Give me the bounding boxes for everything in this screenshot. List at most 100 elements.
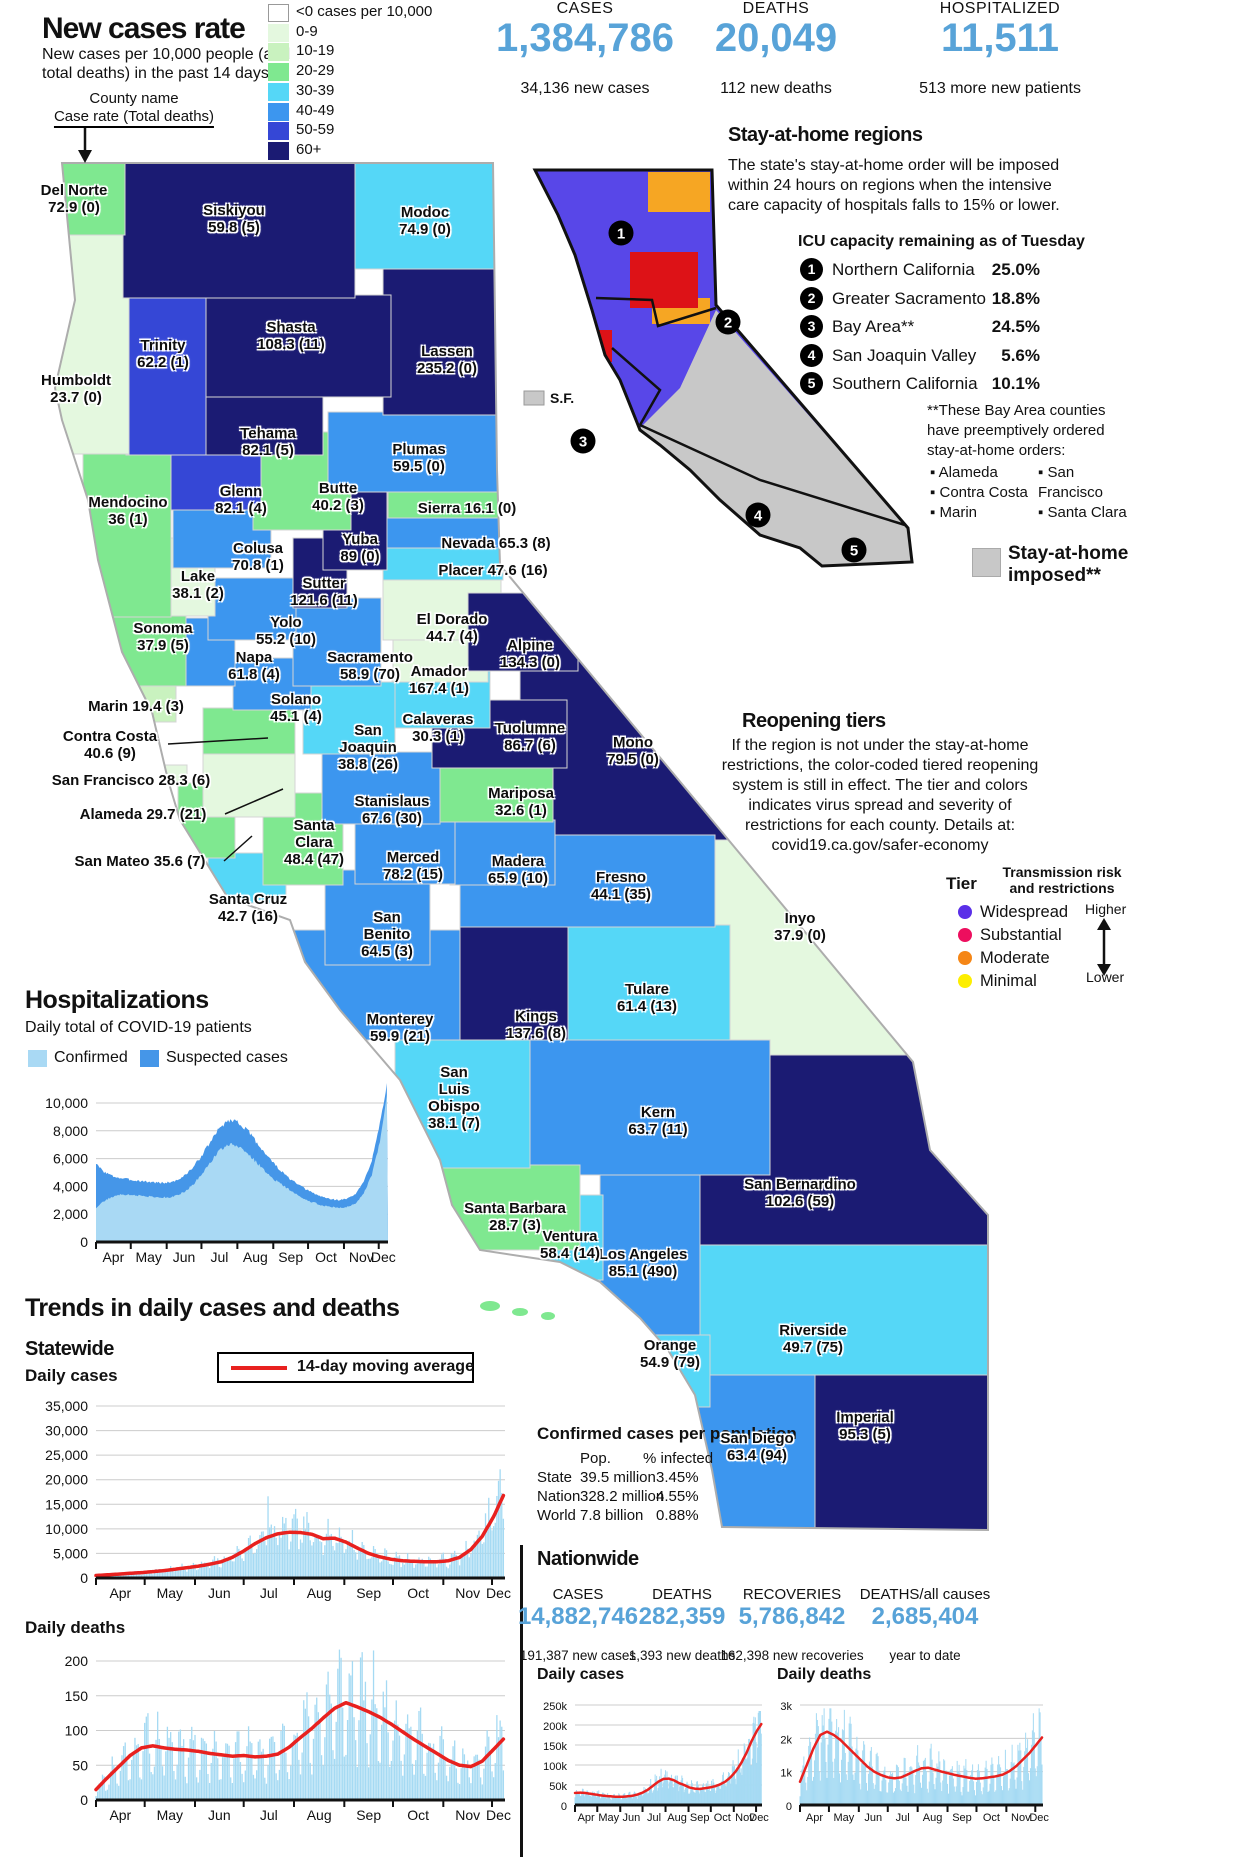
daily-bar bbox=[320, 1542, 323, 1578]
daily-bar bbox=[581, 1788, 583, 1805]
daily-bar bbox=[364, 1552, 367, 1578]
daily-bar bbox=[126, 1757, 128, 1800]
tier-dot bbox=[958, 905, 972, 919]
daily-bar bbox=[363, 1545, 365, 1578]
x-tick-label: Jul bbox=[260, 1585, 278, 1601]
daily-bar bbox=[732, 1760, 734, 1805]
daily-bar bbox=[1035, 1776, 1037, 1805]
daily-bar bbox=[455, 1768, 457, 1800]
daily-bar bbox=[480, 1540, 482, 1578]
reopening-title: Reopening tiers bbox=[742, 710, 886, 732]
daily-bar bbox=[733, 1766, 735, 1805]
daily-bar bbox=[329, 1694, 331, 1800]
y-tick-label: 4,000 bbox=[53, 1178, 88, 1194]
daily-bar bbox=[467, 1548, 469, 1578]
daily-bar bbox=[929, 1748, 931, 1805]
county-label: Monterey 59.9 (21) bbox=[367, 1011, 434, 1045]
annot-case-rate: Case rate (Total deaths) bbox=[53, 108, 215, 128]
daily-bar bbox=[679, 1784, 681, 1805]
daily-bar bbox=[627, 1797, 629, 1805]
daily-bar bbox=[205, 1743, 208, 1800]
daily-bar bbox=[98, 1783, 100, 1800]
daily-bar bbox=[901, 1783, 903, 1805]
county-name-line: Imperial bbox=[836, 1409, 894, 1426]
daily-bar bbox=[947, 1783, 949, 1805]
daily-bar bbox=[316, 1697, 318, 1800]
daily-bar bbox=[366, 1559, 368, 1578]
daily-bar bbox=[337, 1668, 339, 1800]
daily-bar bbox=[460, 1557, 462, 1578]
daily-bar bbox=[803, 1756, 805, 1805]
daily-bar bbox=[496, 1495, 498, 1578]
county-label: San Diego 63.4 (94) bbox=[720, 1430, 793, 1464]
daily-bar bbox=[905, 1777, 907, 1805]
daily-bar bbox=[195, 1570, 198, 1578]
pop-row-pop: 7.8 billion bbox=[580, 1507, 644, 1524]
county-name-line: Kern bbox=[640, 1104, 676, 1121]
county-value-line: 23.7 (0) bbox=[50, 389, 102, 406]
daily-bar bbox=[725, 1785, 727, 1805]
daily-bar bbox=[819, 1780, 821, 1805]
daily-bar bbox=[142, 1751, 144, 1800]
daily-bar bbox=[290, 1765, 292, 1800]
daily-bar bbox=[614, 1796, 616, 1805]
daily-bar bbox=[147, 1713, 149, 1800]
daily-bar bbox=[1028, 1773, 1030, 1805]
county-label: Modoc 74.9 (0) bbox=[399, 204, 451, 238]
daily-bar bbox=[387, 1732, 389, 1800]
daily-bar bbox=[842, 1730, 844, 1805]
daily-bar bbox=[671, 1780, 673, 1805]
daily-bar bbox=[728, 1773, 730, 1805]
daily-bar bbox=[814, 1733, 816, 1805]
daily-bar bbox=[692, 1790, 694, 1805]
daily-bar bbox=[973, 1781, 975, 1805]
daily-bar bbox=[215, 1741, 217, 1800]
county-label: Sacramento 58.9 (70) bbox=[327, 649, 413, 683]
daily-bar bbox=[943, 1759, 945, 1805]
daily-bar bbox=[109, 1771, 112, 1800]
daily-bar bbox=[491, 1530, 493, 1578]
daily-bar bbox=[486, 1730, 488, 1800]
county-label: Solano 45.1 (4) bbox=[270, 691, 322, 725]
daily-bar bbox=[376, 1552, 378, 1578]
x-tick-label: Jun bbox=[208, 1807, 231, 1823]
daily-bar bbox=[647, 1793, 649, 1805]
daily-bar bbox=[813, 1760, 815, 1805]
nw-daily-cases-label: Daily cases bbox=[537, 1666, 625, 1683]
daily-bar bbox=[413, 1774, 415, 1800]
county-label: Kings 137.6 (8) bbox=[506, 1008, 566, 1042]
daily-bar bbox=[742, 1761, 744, 1805]
county-name-line: Tulare bbox=[625, 981, 669, 998]
daily-bar bbox=[628, 1791, 630, 1805]
x-tick-label: Dec bbox=[1029, 1812, 1049, 1824]
county-name-line: San Mateo 35.6 (7) bbox=[74, 853, 206, 870]
county-label: Santa Cruz 42.7 (16) bbox=[209, 891, 287, 925]
x-tick-label: Nov bbox=[1011, 1812, 1031, 1824]
daily-bar bbox=[949, 1769, 951, 1805]
daily-bar bbox=[938, 1751, 940, 1805]
county-name-line: Clara bbox=[295, 834, 333, 851]
sah-footnote-line: have preemptively ordered bbox=[927, 422, 1105, 439]
daily-bar bbox=[428, 1742, 430, 1800]
daily-bar bbox=[826, 1777, 828, 1805]
pop-row-pop: 39.5 million bbox=[580, 1469, 656, 1486]
daily-bar bbox=[173, 1770, 175, 1800]
daily-bar bbox=[312, 1738, 315, 1800]
icu-region-name: San Joaquin Valley bbox=[832, 345, 977, 365]
daily-bar bbox=[799, 1796, 801, 1805]
daily-bar bbox=[575, 1794, 577, 1805]
daily-bar bbox=[806, 1790, 808, 1805]
daily-bar bbox=[1016, 1777, 1018, 1805]
daily-bar bbox=[118, 1785, 120, 1800]
daily-bar bbox=[208, 1782, 211, 1800]
daily-bar bbox=[877, 1756, 879, 1805]
daily-bar bbox=[644, 1788, 646, 1805]
daily-bar bbox=[342, 1707, 344, 1800]
daily-bar bbox=[269, 1738, 271, 1800]
daily-bar bbox=[957, 1771, 959, 1805]
legend-label: 0-9 bbox=[296, 22, 318, 40]
x-tick-label: Aug bbox=[307, 1807, 332, 1823]
daily-bar bbox=[410, 1562, 412, 1578]
icu-heading: ICU capacity remaining as of Tuesday bbox=[798, 233, 1085, 250]
nw-stat-label: DEATHS/all causes bbox=[859, 1586, 991, 1603]
